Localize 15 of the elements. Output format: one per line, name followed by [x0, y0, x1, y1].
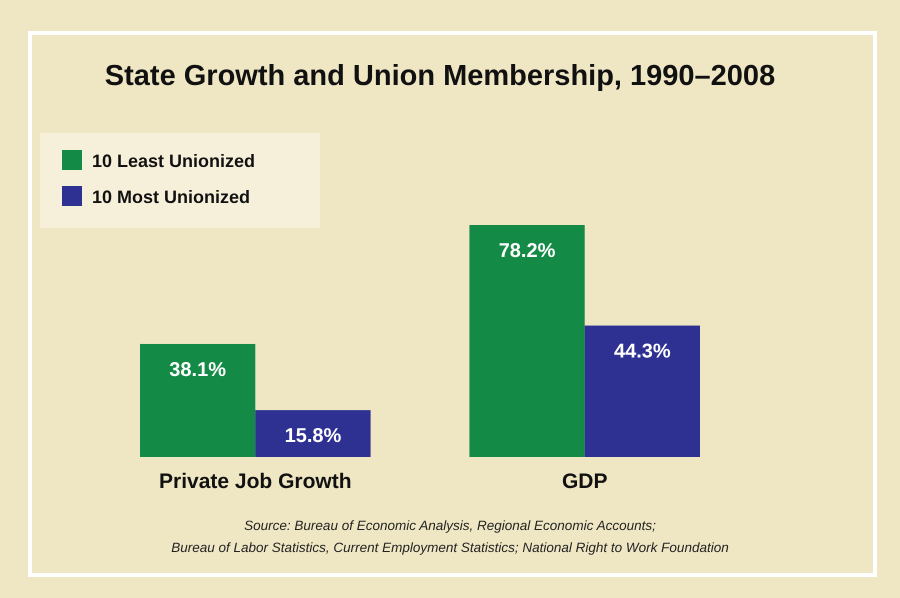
x-tick-label: Private Job Growth [159, 470, 352, 493]
bar [584, 326, 700, 457]
data-label: 15.8% [284, 425, 342, 448]
x-tick-label: GDP [562, 470, 608, 493]
bar [255, 410, 371, 457]
text: Bureau of Labor Statistics, Current Employment Statistics; National Right to Work Foundation [171, 540, 729, 555]
data-label: 44.3% [614, 340, 671, 363]
bar [140, 344, 256, 457]
legend-label: 10 Most Unionized [92, 187, 250, 207]
bar [469, 225, 585, 457]
data-label: 78.2% [498, 240, 556, 262]
legend-label: 10 Least Unionized [92, 151, 256, 171]
source-note: Source: Bureau of Economic Analysis, Regional Economic Accounts; [244, 518, 656, 533]
chart-title: State Growth and Union Membership, 1990–2008 [104, 60, 776, 92]
data-label: 38.1% [169, 358, 226, 381]
